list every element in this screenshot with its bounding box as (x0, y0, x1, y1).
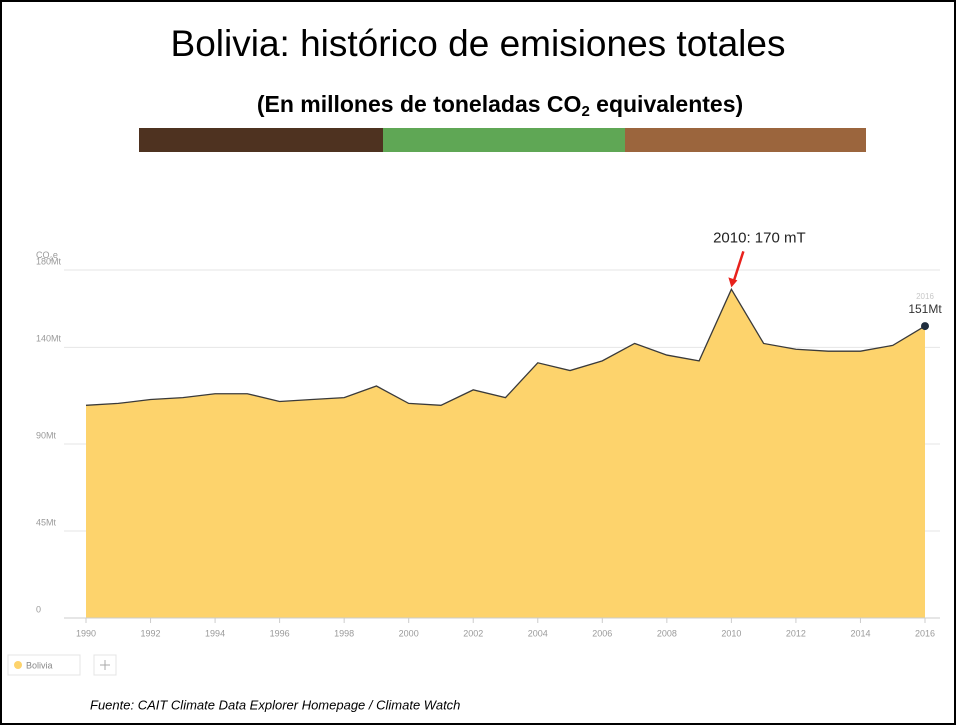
y-tick-label: 180Mt (36, 256, 62, 266)
value-label: 151Mt (908, 302, 942, 316)
point-year: 2016 (916, 292, 934, 301)
color-band (625, 128, 866, 152)
chart-subtitle: (En millones de toneladas CO2 equivalent… (257, 91, 743, 120)
x-tick-label: 2004 (528, 628, 548, 638)
x-tick-label: 1994 (205, 628, 225, 638)
x-tick-label: 1992 (141, 628, 161, 638)
axis-label-sub: 2 (50, 257, 54, 263)
y-tick-label: 45Mt (36, 517, 57, 527)
annotation: 2010: 170 mT (713, 229, 806, 246)
axis-label-part: CO (36, 250, 50, 260)
x-tick-label: 2014 (850, 628, 870, 638)
x-tick-label: 1996 (270, 628, 290, 638)
legend: Bolivia (7, 654, 117, 676)
x-tick-label: 1998 (334, 628, 354, 638)
line (85, 287, 926, 406)
arrow-head (728, 277, 738, 288)
legend-box (7, 654, 81, 676)
source: Fuente: CAIT Climate Data Explorer Homep… (90, 697, 460, 712)
x-tick-label: 2000 (399, 628, 419, 638)
area (86, 289, 925, 618)
y-tick-label: 90Mt (36, 430, 57, 440)
x-tick-label: 2006 (592, 628, 612, 638)
x-tick-label: 2012 (786, 628, 806, 638)
y-tick-label: 0 (36, 604, 41, 614)
chart-title: Bolivia: histórico de emisiones totales (171, 23, 786, 64)
x-tick-label: 2008 (657, 628, 677, 638)
subtitle-sub: 2 (581, 103, 589, 120)
legend-label: Bolivia (26, 660, 53, 670)
x-tick-label: 2016 (915, 628, 935, 638)
axis-label-part: e (53, 250, 58, 260)
color-band (139, 128, 383, 152)
color-band (383, 128, 625, 152)
end-point (921, 322, 929, 331)
x-tick-label: 2002 (463, 628, 483, 638)
y-tick-label: 140Mt (36, 334, 62, 344)
plus-icon (100, 660, 110, 670)
x-tick-label: 2010 (721, 628, 741, 638)
y-axis-label: CO2e (36, 250, 58, 262)
subtitle-part: equivalentes) (590, 91, 743, 117)
subtitle-part: (En millones de toneladas CO (257, 91, 582, 117)
legend-swatch (14, 661, 22, 669)
x-tick-label: 1990 (76, 628, 96, 638)
annotation-arrow (732, 250, 745, 283)
